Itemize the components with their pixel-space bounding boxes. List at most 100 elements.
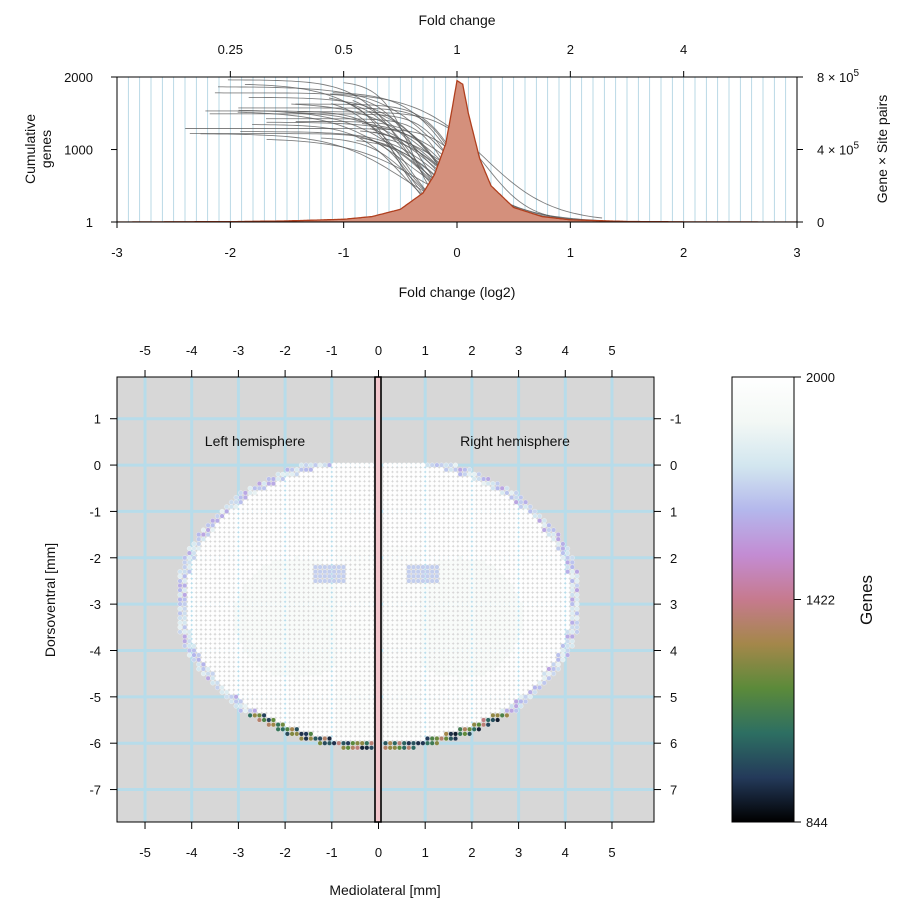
- map-cell: [242, 597, 248, 602]
- map-cell: [420, 652, 426, 658]
- colorbar-tick-label: 1422: [806, 593, 835, 608]
- map-cell: [359, 634, 365, 640]
- map-cell: [411, 587, 416, 593]
- map-cell: [355, 703, 360, 709]
- map-cell: [247, 699, 253, 704]
- map-cell: [219, 546, 225, 551]
- map-cell: [331, 573, 337, 579]
- map-cell: [275, 634, 281, 640]
- map-cell: [327, 495, 332, 500]
- map-cell: [504, 671, 510, 677]
- map-cell: [247, 583, 253, 589]
- map-cell: [415, 652, 421, 658]
- map-cell: [513, 513, 519, 519]
- map-cell: [284, 522, 290, 528]
- map-cell: [364, 680, 370, 686]
- map-cell: [298, 485, 304, 491]
- map-cell: [350, 490, 356, 496]
- map-cell: [261, 513, 267, 519]
- map-cell: [387, 629, 393, 635]
- map-cell: [341, 587, 346, 593]
- map-cell: [513, 495, 519, 500]
- map-cell: [313, 564, 318, 570]
- map-cell: [336, 606, 342, 612]
- map-cell: [401, 740, 407, 746]
- map-cell: [443, 569, 449, 575]
- map-cell: [242, 615, 248, 621]
- map-cell: [214, 634, 220, 640]
- map-cell: [387, 643, 393, 649]
- map-cell: [242, 643, 248, 649]
- map-cell: [261, 504, 267, 510]
- map-cell: [359, 513, 365, 519]
- map-cell: [270, 508, 276, 514]
- map-cell: [233, 629, 239, 635]
- map-cell: [350, 703, 356, 709]
- map-cell: [228, 652, 234, 658]
- map-cell: [527, 689, 533, 695]
- map-cell: [341, 471, 346, 477]
- map-cell: [481, 559, 487, 565]
- map-cell: [471, 638, 477, 644]
- map-cell: [387, 555, 393, 561]
- map-cell: [247, 680, 253, 686]
- map-cell: [565, 569, 571, 575]
- map-cell: [303, 559, 309, 565]
- map-cell: [350, 592, 356, 598]
- map-cell: [392, 712, 398, 718]
- map-cell: [443, 675, 449, 681]
- map-cell: [284, 629, 290, 635]
- map-cell: [322, 694, 328, 700]
- map-cell: [284, 495, 290, 500]
- map-cell: [476, 666, 482, 672]
- map-cell: [364, 620, 370, 626]
- map-cell: [429, 666, 435, 672]
- map-cell: [210, 573, 216, 579]
- map-cell: [420, 717, 426, 723]
- map-cell: [415, 740, 421, 746]
- map-cell: [429, 583, 435, 589]
- map-cell: [504, 699, 510, 704]
- map-cell: [471, 546, 477, 551]
- map-cell: [425, 671, 430, 677]
- map-cell: [303, 499, 309, 505]
- map-cell: [523, 629, 529, 635]
- map-cell: [317, 624, 323, 630]
- map-cell: [434, 583, 440, 589]
- map-cell: [392, 638, 398, 644]
- map-cell: [238, 592, 244, 598]
- map-cell: [415, 462, 421, 468]
- map-cell: [569, 555, 575, 561]
- map-cell: [467, 680, 473, 686]
- map-cell: [401, 722, 407, 728]
- map-cell: [317, 620, 323, 626]
- map-cell: [200, 606, 206, 612]
- map-cell: [574, 587, 580, 593]
- map-cell: [448, 592, 454, 598]
- map-cell: [322, 499, 328, 505]
- map-cell: [401, 731, 407, 737]
- map-cell: [327, 615, 332, 621]
- map-cell: [252, 610, 258, 616]
- map-cell: [345, 490, 351, 496]
- map-cell: [509, 536, 515, 542]
- map-cell: [308, 629, 314, 635]
- map-cell: [369, 717, 374, 723]
- map-cell: [471, 703, 477, 709]
- map-cell: [322, 634, 328, 640]
- map-cell: [275, 629, 281, 635]
- map-cell: [289, 495, 295, 500]
- map-cell: [401, 703, 407, 709]
- map-cell: [256, 541, 262, 547]
- map-cell: [527, 675, 533, 681]
- map-cell: [275, 532, 281, 538]
- map-cell: [509, 532, 515, 538]
- map-cell: [270, 601, 276, 607]
- map-cell: [355, 508, 360, 514]
- map-cell: [214, 587, 220, 593]
- map-cell: [284, 680, 290, 686]
- map-cell: [560, 592, 566, 598]
- map-cell: [387, 550, 393, 556]
- map-cell: [261, 638, 267, 644]
- map-cell: [196, 615, 202, 621]
